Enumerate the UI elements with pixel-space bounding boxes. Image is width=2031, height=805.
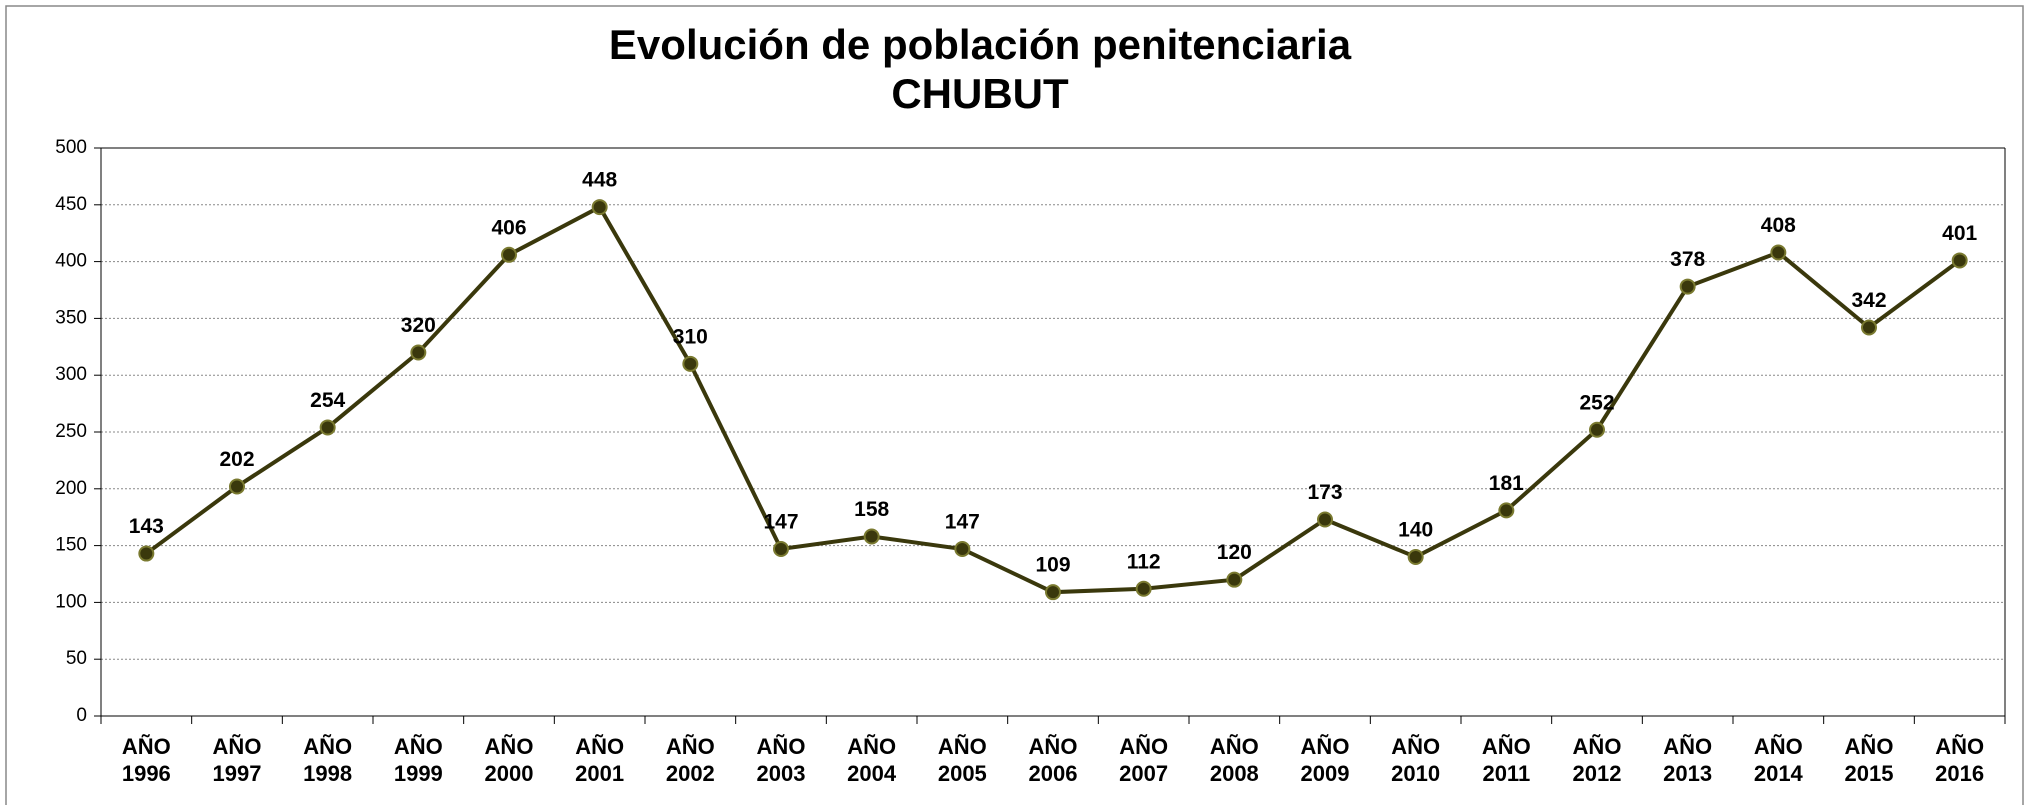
x-tick-label: AÑO 2015 [1844, 734, 1894, 786]
data-point [1226, 571, 1243, 588]
y-tick-label: 250 [55, 421, 87, 442]
data-point [1407, 548, 1424, 565]
y-tick-label: 200 [55, 478, 87, 499]
x-tick-label: AÑO 2012 [1572, 734, 1622, 786]
y-tick-label: 50 [66, 648, 87, 669]
x-tick-label: AÑO 2001 [575, 734, 625, 786]
y-tick-label: 0 [76, 705, 87, 726]
data-label: 140 [1398, 519, 1433, 542]
data-label: 112 [1127, 550, 1161, 573]
data-point [863, 528, 880, 545]
data-point [773, 541, 789, 558]
y-tick-label: 150 [55, 535, 87, 556]
x-tick-label: AÑO 1997 [212, 734, 262, 786]
data-point [1317, 511, 1333, 528]
data-label: 158 [854, 498, 889, 521]
data-label: 378 [1670, 248, 1705, 271]
data-label: 254 [310, 389, 345, 412]
x-tick-label: AÑO 2004 [847, 734, 897, 786]
chart-title: Evolución de población penitenciaria [609, 21, 1352, 68]
x-tick-label: AÑO 2003 [756, 734, 806, 786]
data-label: 109 [1035, 554, 1070, 577]
data-point [229, 478, 245, 495]
data-point [954, 541, 971, 558]
data-point [319, 419, 336, 436]
chart-subtitle: CHUBUT [891, 70, 1069, 117]
data-point [1135, 580, 1152, 597]
y-tick-label: 350 [55, 307, 87, 328]
x-tick-label: AÑO 2010 [1391, 734, 1441, 786]
data-point [1589, 421, 1605, 438]
x-tick-label: AÑO 2009 [1300, 734, 1350, 786]
data-label: 320 [401, 314, 436, 337]
x-tick-label: AÑO 1999 [393, 734, 443, 786]
data-label: 147 [763, 511, 798, 534]
data-label: 406 [491, 216, 526, 239]
y-tick-label: 100 [55, 591, 87, 612]
data-label: 147 [945, 511, 980, 534]
data-label: 310 [673, 325, 708, 348]
data-point [1498, 502, 1515, 519]
data-point [1679, 278, 1696, 295]
x-tick-label: AÑO 1996 [121, 734, 171, 786]
data-point [682, 355, 699, 372]
data-point [1951, 252, 1968, 269]
data-point [138, 545, 155, 562]
x-tick-label: AÑO 2008 [1209, 734, 1259, 786]
data-point [1861, 319, 1877, 336]
data-label: 342 [1851, 289, 1886, 312]
x-tick-label: AÑO 2005 [937, 734, 987, 786]
x-tick-label: AÑO 2013 [1663, 734, 1713, 786]
data-label: 408 [1761, 214, 1796, 237]
x-tick-label: AÑO 1998 [303, 734, 353, 786]
y-tick-label: 300 [55, 364, 87, 385]
data-label: 202 [219, 448, 254, 471]
x-tick-label: AÑO 2000 [484, 734, 534, 786]
chart-border [5, 5, 2024, 805]
x-tick-label: AÑO 2014 [1753, 734, 1803, 786]
data-label: 173 [1307, 481, 1342, 504]
x-tick-label: AÑO 2016 [1935, 734, 1985, 786]
data-point [1770, 244, 1787, 261]
data-label: 401 [1942, 222, 1977, 245]
data-point [501, 246, 517, 263]
data-label: 181 [1489, 472, 1524, 495]
data-label: 252 [1579, 391, 1614, 414]
y-tick-label: 500 [55, 137, 87, 158]
data-point [410, 344, 427, 361]
data-label: 448 [582, 169, 617, 192]
x-tick-label: AÑO 2011 [1481, 734, 1531, 786]
x-tick-label: AÑO 2007 [1119, 734, 1169, 786]
data-point [591, 199, 608, 216]
x-tick-label: AÑO 2002 [665, 734, 715, 786]
x-tick-label: AÑO 2006 [1028, 734, 1078, 786]
data-label: 120 [1217, 541, 1252, 564]
y-tick-label: 400 [55, 251, 87, 272]
data-label: 143 [129, 515, 164, 538]
data-point [1045, 584, 1061, 601]
y-tick-label: 450 [55, 194, 87, 215]
